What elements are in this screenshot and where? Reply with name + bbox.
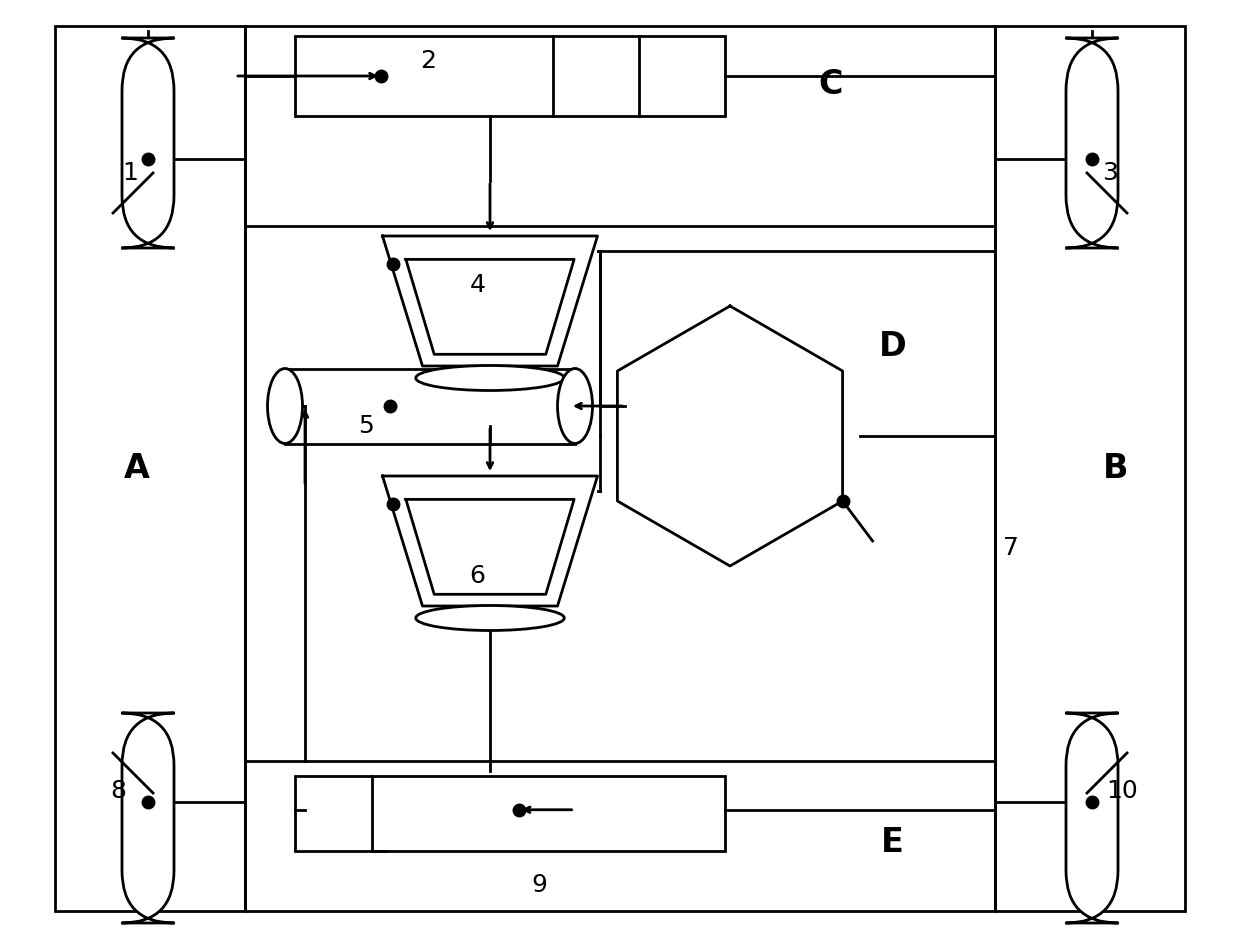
Text: 10: 10 [1106, 779, 1138, 803]
Text: 9: 9 [532, 872, 547, 897]
Ellipse shape [415, 606, 564, 631]
Text: 1: 1 [123, 161, 138, 185]
FancyBboxPatch shape [1065, 38, 1118, 248]
FancyBboxPatch shape [122, 38, 175, 248]
Ellipse shape [415, 365, 564, 390]
Bar [295, 36, 725, 116]
FancyBboxPatch shape [122, 713, 175, 923]
Text: 6: 6 [470, 563, 485, 588]
Ellipse shape [268, 369, 303, 444]
Text: A: A [124, 451, 149, 485]
Text: 5: 5 [358, 414, 373, 438]
Text: 3: 3 [1102, 161, 1117, 185]
Text: B: B [1104, 451, 1128, 485]
Ellipse shape [558, 369, 593, 444]
Bar [295, 776, 725, 851]
Text: 4: 4 [470, 273, 485, 298]
FancyBboxPatch shape [1065, 713, 1118, 923]
Text: D: D [879, 329, 906, 363]
Text: E: E [882, 826, 904, 859]
Text: C: C [818, 67, 843, 101]
Text: 8: 8 [110, 779, 125, 803]
Bar [285, 369, 575, 444]
Text: 7: 7 [1003, 535, 1018, 560]
Text: 2: 2 [420, 49, 435, 73]
